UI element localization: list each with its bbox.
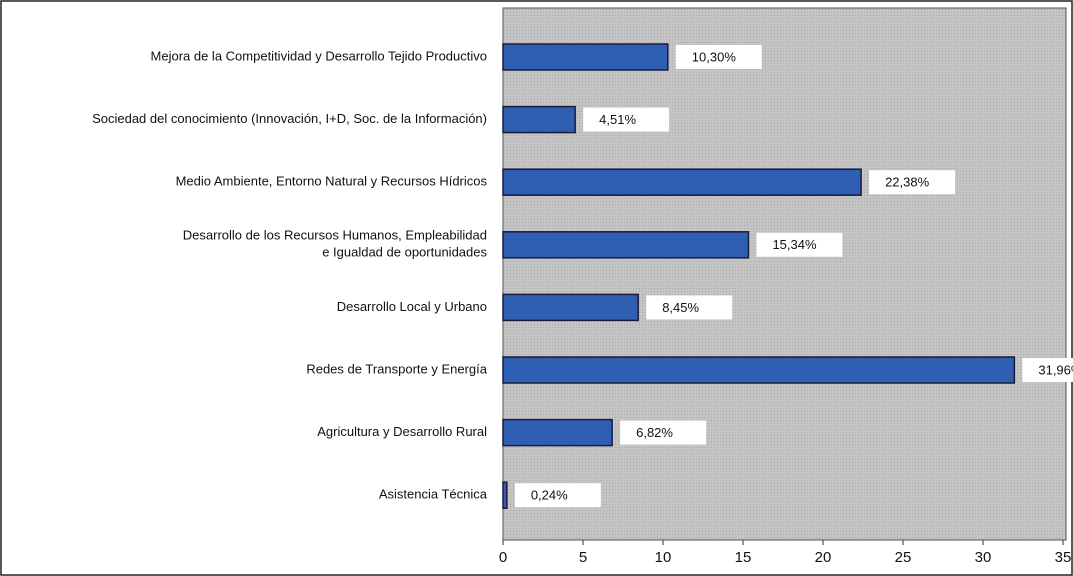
- y-tick-label: e Igualdad de oportunidades: [322, 245, 487, 260]
- y-tick-label: Agricultura y Desarrollo Rural: [317, 424, 487, 439]
- x-tick-label: 30: [975, 549, 992, 566]
- value-label: 8,45%: [662, 300, 699, 315]
- y-tick-label: Mejora de la Competitividad y Desarrollo…: [151, 48, 487, 63]
- bar: [502, 168, 862, 196]
- bar: [502, 356, 1016, 384]
- value-label-box: [869, 170, 956, 195]
- value-label: 10,30%: [692, 49, 737, 64]
- y-tick-label: Asistencia Técnica: [379, 487, 488, 502]
- value-label: 15,34%: [772, 237, 817, 252]
- x-tick-label: 10: [655, 549, 672, 566]
- y-tick-label: Medio Ambiente, Entorno Natural y Recurs…: [176, 174, 488, 189]
- y-tick-label: Redes de Transporte y Energía: [306, 361, 487, 376]
- bar: [502, 231, 750, 259]
- x-tick-label: 20: [815, 549, 832, 566]
- x-tick-label: 35: [1055, 549, 1072, 566]
- bar: [502, 293, 639, 322]
- x-tick-label: 25: [895, 549, 912, 566]
- x-tick-label: 15: [735, 549, 752, 566]
- x-tick-label: 0: [499, 549, 507, 566]
- value-label: 31,96%: [1038, 362, 1073, 377]
- bar: [502, 43, 669, 71]
- bar: [502, 105, 576, 134]
- value-label: 6,82%: [636, 425, 673, 440]
- value-label: 22,38%: [885, 175, 930, 190]
- value-label: 4,51%: [599, 112, 636, 127]
- y-tick-label: Sociedad del conocimiento (Innovación, I…: [92, 111, 487, 126]
- value-label-box: [620, 420, 707, 445]
- value-label: 0,24%: [531, 488, 568, 503]
- plot-area: [502, 7, 1067, 541]
- y-tick-label: Desarrollo Local y Urbano: [337, 299, 487, 314]
- bar: [502, 481, 508, 509]
- x-tick-label: 5: [579, 549, 587, 566]
- value-label-box: [1022, 358, 1073, 382]
- value-label-box: [583, 107, 670, 132]
- value-label-box: [646, 295, 733, 320]
- bar: [502, 418, 613, 447]
- y-tick-label: Desarrollo de los Recursos Humanos, Empl…: [183, 228, 487, 243]
- value-label-box: [675, 45, 762, 69]
- value-label-box: [756, 232, 843, 257]
- value-label-box: [514, 483, 601, 508]
